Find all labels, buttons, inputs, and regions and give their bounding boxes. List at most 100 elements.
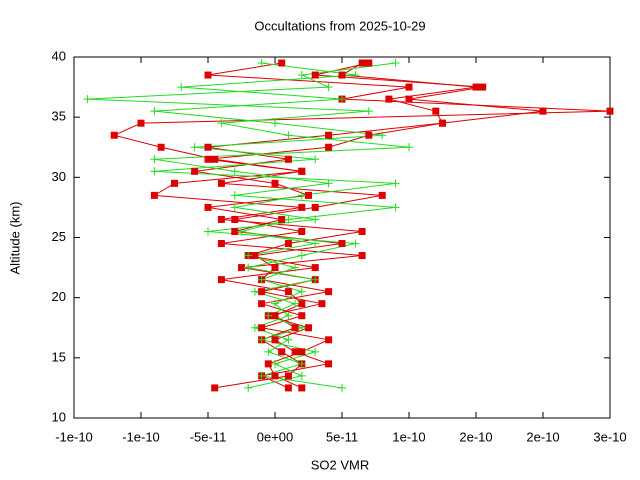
x-tick-label: -5e-11 (190, 429, 227, 444)
point (284, 372, 292, 380)
point (351, 71, 360, 80)
point (257, 59, 266, 68)
point (271, 179, 279, 187)
point (250, 323, 259, 332)
point (291, 324, 299, 332)
point (258, 300, 266, 308)
point (298, 167, 306, 175)
point (351, 239, 360, 248)
point (217, 276, 225, 284)
point (238, 264, 245, 272)
y-tick-label: 40 (52, 48, 66, 63)
point (472, 83, 480, 91)
point (284, 311, 293, 320)
point (405, 143, 413, 152)
point (305, 324, 312, 332)
point (311, 155, 320, 164)
point (291, 348, 299, 356)
x-tick-label: 2e-10 (459, 429, 492, 444)
point (150, 107, 159, 116)
y-tick-label: 25 (52, 229, 66, 244)
point (244, 251, 253, 260)
point (264, 360, 272, 368)
series-line (112, 62, 611, 389)
point (204, 227, 212, 236)
point (297, 287, 306, 296)
point (251, 252, 259, 260)
point (297, 191, 306, 200)
series-line (154, 62, 396, 389)
point (284, 288, 292, 296)
point (217, 240, 225, 248)
point (297, 251, 306, 260)
x-tick-label: 1e-10 (392, 429, 425, 444)
point (338, 95, 346, 104)
point (171, 179, 178, 187)
point (284, 384, 292, 392)
point (297, 71, 306, 80)
point (204, 203, 212, 211)
point (311, 71, 319, 79)
point (217, 119, 226, 128)
point (365, 131, 373, 139)
point (258, 324, 266, 332)
point (364, 107, 373, 116)
point (318, 300, 326, 308)
y-tick-label: 35 (52, 109, 66, 124)
point (284, 335, 293, 344)
point (325, 288, 333, 296)
point (278, 348, 286, 356)
x-tick-label: -1e-10 (122, 429, 160, 444)
point (237, 227, 246, 236)
point (325, 360, 333, 368)
point (324, 83, 333, 92)
point (177, 83, 186, 92)
point (211, 384, 219, 392)
point (298, 300, 306, 308)
point (157, 143, 165, 151)
point (325, 336, 333, 344)
point (479, 83, 487, 91)
point (325, 143, 333, 151)
point (150, 191, 158, 199)
point (264, 347, 273, 356)
point (217, 215, 225, 223)
point (358, 59, 366, 67)
point (231, 227, 239, 235)
point (271, 336, 279, 344)
point (358, 252, 366, 260)
point (284, 155, 292, 163)
point (230, 167, 239, 176)
point (297, 359, 306, 368)
y-tick-label: 15 (52, 349, 66, 364)
point (378, 131, 387, 140)
point (405, 95, 413, 103)
point (606, 107, 614, 115)
point (250, 287, 259, 296)
point (150, 167, 159, 176)
point (257, 335, 266, 344)
point (190, 143, 199, 152)
point (271, 119, 279, 128)
point (291, 263, 300, 272)
point (217, 179, 225, 187)
point (264, 311, 273, 320)
series-line (207, 62, 477, 389)
point (257, 371, 266, 380)
point (211, 155, 219, 163)
x-tick-label: 2e-10 (526, 429, 559, 444)
point (391, 179, 400, 188)
chart-title: Occultations from 2025-10-29 (254, 18, 425, 33)
point (338, 383, 346, 392)
point (244, 383, 253, 392)
point (311, 215, 320, 224)
point (191, 167, 199, 175)
point (284, 215, 293, 224)
point (230, 191, 239, 200)
point (257, 275, 266, 284)
point (204, 143, 212, 151)
x-axis-label: SO2 VMR (311, 457, 370, 472)
point (298, 384, 306, 392)
point (311, 347, 320, 356)
